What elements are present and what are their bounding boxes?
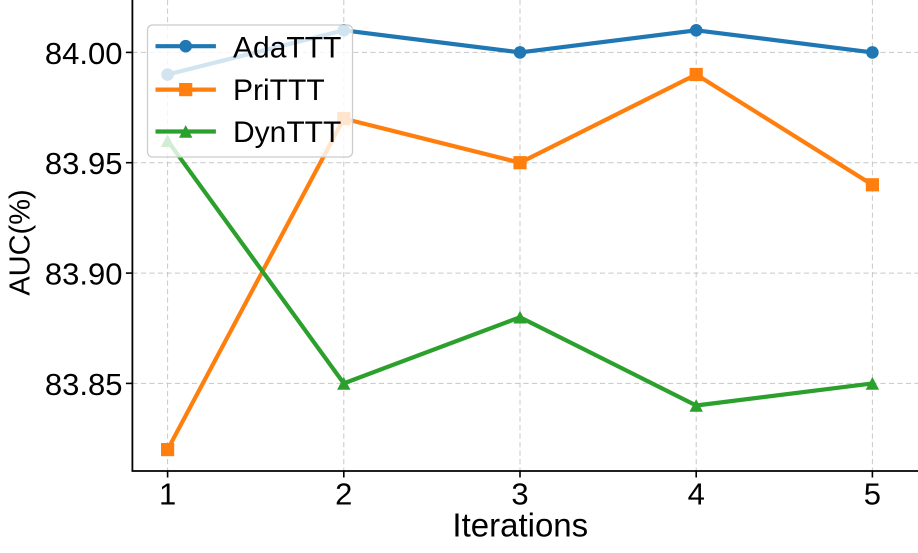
svg-text:DynTTT: DynTTT — [233, 116, 341, 149]
svg-text:Iterations: Iterations — [452, 507, 588, 544]
svg-text:2: 2 — [335, 477, 352, 512]
svg-text:84.00: 84.00 — [45, 36, 123, 71]
svg-text:83.90: 83.90 — [45, 257, 123, 292]
svg-text:PriTTT: PriTTT — [233, 74, 325, 107]
svg-text:AdaTTT: AdaTTT — [233, 31, 341, 64]
svg-text:4: 4 — [688, 477, 705, 512]
svg-text:1: 1 — [159, 477, 176, 512]
svg-text:3: 3 — [511, 477, 528, 512]
svg-text:83.85: 83.85 — [45, 367, 123, 402]
svg-text:83.95: 83.95 — [45, 146, 123, 181]
svg-text:AUC(%): AUC(%) — [5, 189, 37, 295]
svg-text:5: 5 — [864, 477, 881, 512]
